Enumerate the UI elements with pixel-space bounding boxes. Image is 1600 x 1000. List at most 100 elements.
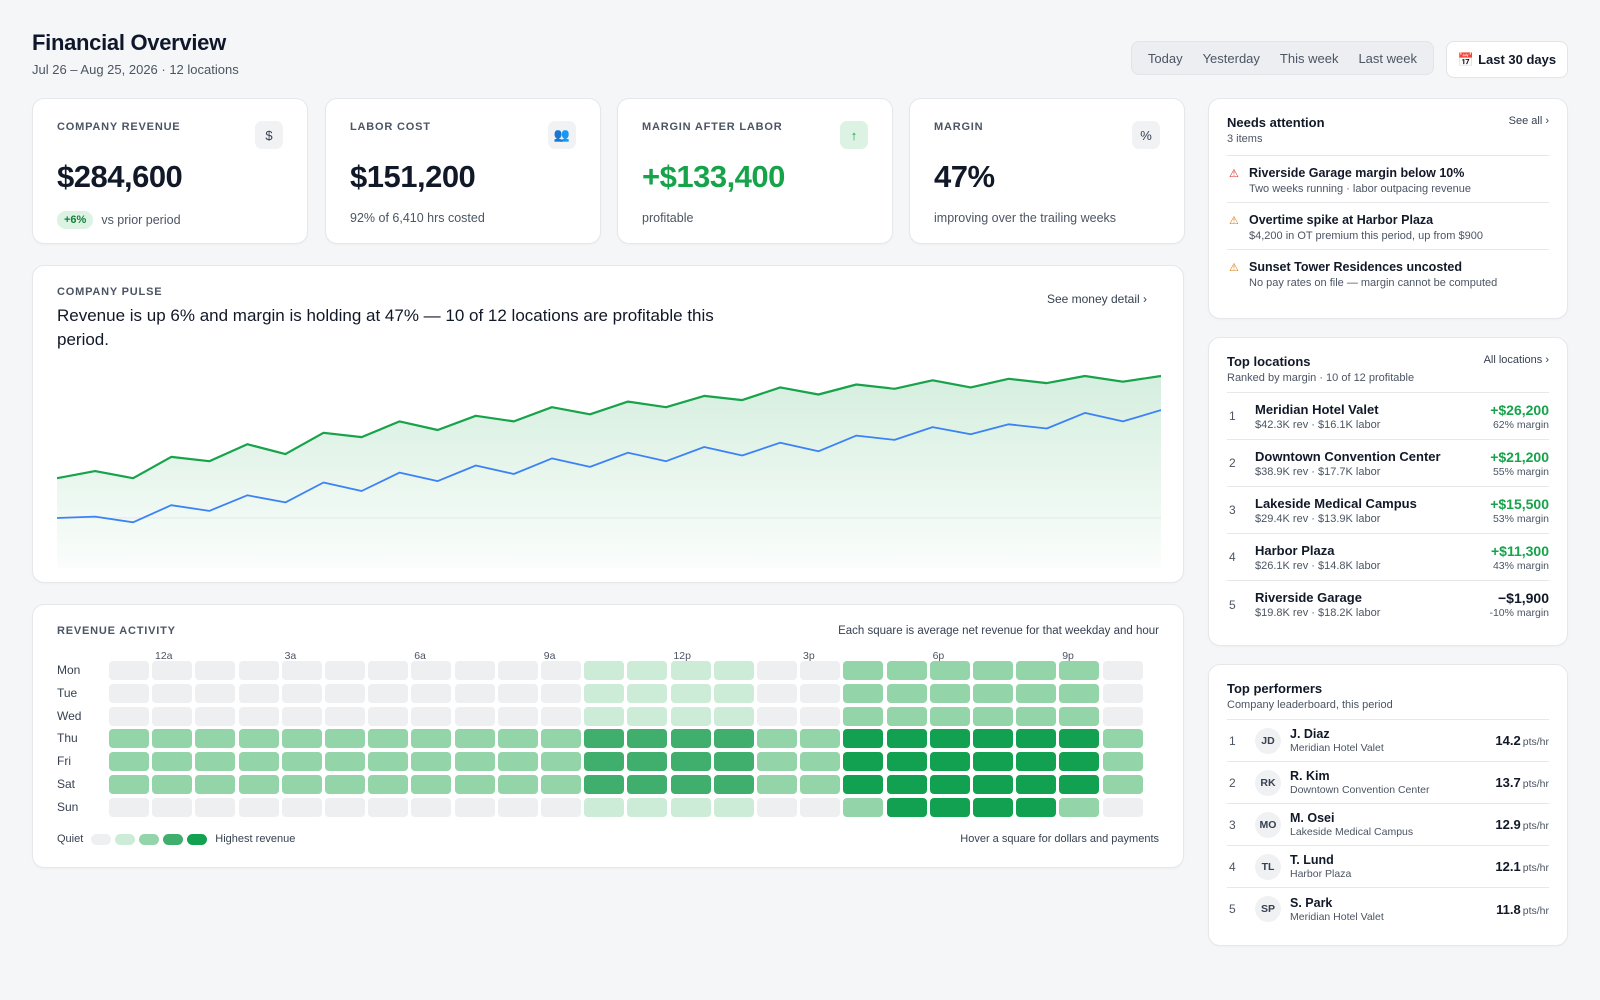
heatmap-cell[interactable]: [886, 729, 927, 749]
heatmap-cell[interactable]: [152, 729, 193, 749]
heatmap-cell[interactable]: [1016, 683, 1057, 703]
heatmap-cell[interactable]: [1102, 729, 1143, 749]
heatmap-cell[interactable]: [195, 683, 236, 703]
heatmap-cell[interactable]: [1059, 706, 1100, 726]
heatmap-cell[interactable]: [454, 775, 495, 794]
heatmap-cell[interactable]: [368, 683, 409, 703]
heatmap-cell[interactable]: [195, 797, 236, 817]
heatmap-cell[interactable]: [368, 661, 409, 680]
heatmap-cell[interactable]: [584, 775, 625, 794]
location-row[interactable]: 4 Harbor Plaza $26.1K rev · $14.8K labor …: [1227, 534, 1549, 581]
heatmap-cell[interactable]: [929, 661, 970, 680]
heatmap-cell[interactable]: [1102, 775, 1143, 794]
heatmap-cell[interactable]: [497, 729, 538, 749]
performer-row[interactable]: 2 RK R. Kim Downtown Convention Center 13…: [1227, 762, 1549, 804]
heatmap-cell[interactable]: [843, 706, 884, 726]
heatmap-cell[interactable]: [497, 661, 538, 680]
heatmap-cell[interactable]: [627, 797, 668, 817]
heatmap-cell[interactable]: [1059, 775, 1100, 794]
heatmap-cell[interactable]: [843, 729, 884, 749]
heatmap-cell[interactable]: [1102, 752, 1143, 772]
heatmap-cell[interactable]: [1016, 706, 1057, 726]
heatmap-cell[interactable]: [541, 683, 581, 703]
heatmap-cell[interactable]: [541, 797, 581, 817]
heatmap-cell[interactable]: [411, 661, 452, 680]
heatmap-cell[interactable]: [973, 729, 1013, 749]
heatmap-cell[interactable]: [973, 683, 1013, 703]
range-today[interactable]: Today: [1147, 50, 1183, 66]
heatmap-cell[interactable]: [670, 706, 711, 726]
heatmap-cell[interactable]: [713, 797, 754, 817]
heatmap-cell[interactable]: [454, 752, 495, 772]
heatmap-cell[interactable]: [670, 775, 711, 794]
heatmap-cell[interactable]: [325, 683, 365, 703]
heatmap-cell[interactable]: [929, 797, 970, 817]
heatmap-cell[interactable]: [325, 797, 365, 817]
heatmap-cell[interactable]: [195, 706, 236, 726]
heatmap-cell[interactable]: [281, 661, 322, 680]
heatmap-cell[interactable]: [886, 797, 927, 817]
heatmap-cell[interactable]: [454, 729, 495, 749]
location-row[interactable]: 5 Riverside Garage $19.8K rev · $18.2K la…: [1227, 581, 1549, 628]
heatmap-cell[interactable]: [109, 706, 149, 726]
heatmap-cell[interactable]: [1059, 729, 1100, 749]
heatmap-cell[interactable]: [973, 706, 1013, 726]
attention-item[interactable]: ⚠ Riverside Garage margin below 10% Two …: [1227, 156, 1549, 203]
heatmap-cell[interactable]: [238, 797, 279, 817]
heatmap-cell[interactable]: [238, 661, 279, 680]
heatmap-cell[interactable]: [1059, 661, 1100, 680]
heatmap-cell[interactable]: [109, 752, 149, 772]
heatmap-cell[interactable]: [973, 661, 1013, 680]
heatmap-cell[interactable]: [627, 683, 668, 703]
heatmap-cell[interactable]: [195, 661, 236, 680]
heatmap-cell[interactable]: [670, 683, 711, 703]
heatmap-cell[interactable]: [238, 775, 279, 794]
heatmap-cell[interactable]: [1059, 683, 1100, 703]
heatmap-cell[interactable]: [800, 729, 841, 749]
heatmap-cell[interactable]: [541, 706, 581, 726]
heatmap-cell[interactable]: [368, 797, 409, 817]
heatmap-cell[interactable]: [670, 752, 711, 772]
heatmap-cell[interactable]: [713, 661, 754, 680]
range-this-week[interactable]: This week: [1279, 50, 1339, 66]
heatmap-cell[interactable]: [325, 661, 365, 680]
heatmap-cell[interactable]: [152, 661, 193, 680]
heatmap-cell[interactable]: [584, 797, 625, 817]
heatmap-cell[interactable]: [541, 661, 581, 680]
heatmap-cell[interactable]: [670, 797, 711, 817]
heatmap-cell[interactable]: [757, 752, 797, 772]
heatmap-cell[interactable]: [886, 683, 927, 703]
heatmap-cell[interactable]: [411, 752, 452, 772]
heatmap-cell[interactable]: [109, 775, 149, 794]
heatmap-cell[interactable]: [281, 706, 322, 726]
heatmap-cell[interactable]: [497, 706, 538, 726]
heatmap-cell[interactable]: [584, 752, 625, 772]
heatmap-cell[interactable]: [627, 729, 668, 749]
performer-row[interactable]: 3 MO M. Osei Lakeside Medical Campus 12.9…: [1227, 804, 1549, 846]
location-row[interactable]: 2 Downtown Convention Center $38.9K rev ·…: [1227, 440, 1549, 487]
heatmap-cell[interactable]: [1016, 752, 1057, 772]
heatmap-cell[interactable]: [281, 683, 322, 703]
heatmap-cell[interactable]: [584, 729, 625, 749]
heatmap-cell[interactable]: [1059, 797, 1100, 817]
heatmap-cell[interactable]: [541, 729, 581, 749]
heatmap-cell[interactable]: [195, 775, 236, 794]
heatmap-cell[interactable]: [411, 797, 452, 817]
heatmap-cell[interactable]: [973, 752, 1013, 772]
heatmap-cell[interactable]: [929, 775, 970, 794]
heatmap-cell[interactable]: [1102, 797, 1143, 817]
heatmap-cell[interactable]: [929, 706, 970, 726]
heatmap-cell[interactable]: [1059, 752, 1100, 772]
heatmap-cell[interactable]: [757, 775, 797, 794]
location-row[interactable]: 1 Meridian Hotel Valet $42.3K rev · $16.1…: [1227, 393, 1549, 440]
heatmap-cell[interactable]: [757, 797, 797, 817]
heatmap-cell[interactable]: [843, 752, 884, 772]
heatmap-cell[interactable]: [325, 729, 365, 749]
heatmap-cell[interactable]: [713, 683, 754, 703]
heatmap-cell[interactable]: [109, 797, 149, 817]
location-row[interactable]: 3 Lakeside Medical Campus $29.4K rev · $1…: [1227, 487, 1549, 534]
heatmap-cell[interactable]: [757, 683, 797, 703]
heatmap-cell[interactable]: [929, 729, 970, 749]
heatmap-cell[interactable]: [541, 752, 581, 772]
heatmap-cell[interactable]: [411, 729, 452, 749]
